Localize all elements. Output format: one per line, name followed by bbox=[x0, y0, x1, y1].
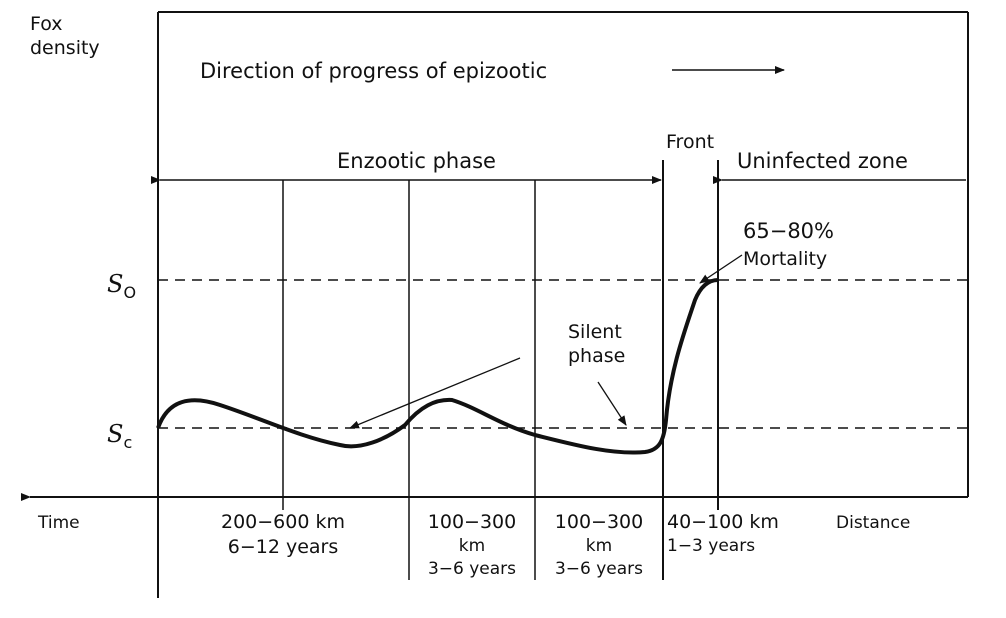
time-label: Time bbox=[37, 513, 80, 533]
seg2-distance: 100−300 bbox=[428, 511, 516, 533]
segment-dividers bbox=[282, 160, 719, 580]
direction-text: Direction of progress of epizootic bbox=[200, 59, 547, 83]
segment-2-labels: 100−300 km 3−6 years bbox=[428, 511, 516, 579]
silent-pointer-left bbox=[349, 357, 521, 429]
seg1-time: 6−12 years bbox=[228, 536, 339, 558]
segment-3-labels: 100−300 km 3−6 years bbox=[555, 511, 643, 579]
uninfected-zone-label: Uninfected zone bbox=[737, 149, 908, 173]
s0-label: SO bbox=[107, 270, 136, 302]
seg2-time: 3−6 years bbox=[428, 559, 516, 579]
phase-arrows bbox=[151, 66, 966, 184]
segment-1-labels: 200−600 km 6−12 years bbox=[221, 511, 345, 558]
seg4-time: 1−3 years bbox=[667, 536, 755, 556]
mortality-percent: 65−80% bbox=[743, 219, 834, 243]
sc-main: S bbox=[107, 420, 123, 448]
seg1-distance: 200−600 km bbox=[221, 511, 345, 533]
segment-4-labels: 40−100 km 1−3 years bbox=[667, 511, 779, 556]
mortality-pointer bbox=[699, 254, 743, 284]
fox-density-curve bbox=[156, 278, 719, 455]
seg3-distance: 100−300 bbox=[555, 511, 643, 533]
threshold-lines bbox=[158, 279, 968, 429]
front-label: Front bbox=[666, 131, 714, 153]
silent-pointer-right bbox=[597, 381, 627, 426]
y-axis-label-line2: density bbox=[30, 37, 100, 59]
distance-label: Distance bbox=[836, 513, 910, 533]
seg2-unit: km bbox=[459, 536, 485, 556]
enzootic-phase-label: Enzootic phase bbox=[337, 149, 496, 173]
s0-main: S bbox=[107, 270, 123, 298]
silent-label-line1: Silent bbox=[568, 321, 622, 343]
seg4-distance: 40−100 km bbox=[667, 511, 779, 533]
frame bbox=[21, 11, 969, 598]
pointer-lines bbox=[349, 254, 743, 429]
silent-label-line2: phase bbox=[568, 345, 625, 367]
mortality-word: Mortality bbox=[743, 248, 827, 270]
seg3-time: 3−6 years bbox=[555, 559, 643, 579]
sc-sub: c bbox=[123, 433, 132, 452]
seg3-unit: km bbox=[586, 536, 612, 556]
sc-label: Sc bbox=[107, 420, 132, 452]
s0-sub: O bbox=[123, 283, 136, 302]
y-axis-label-line1: Fox bbox=[30, 13, 63, 35]
